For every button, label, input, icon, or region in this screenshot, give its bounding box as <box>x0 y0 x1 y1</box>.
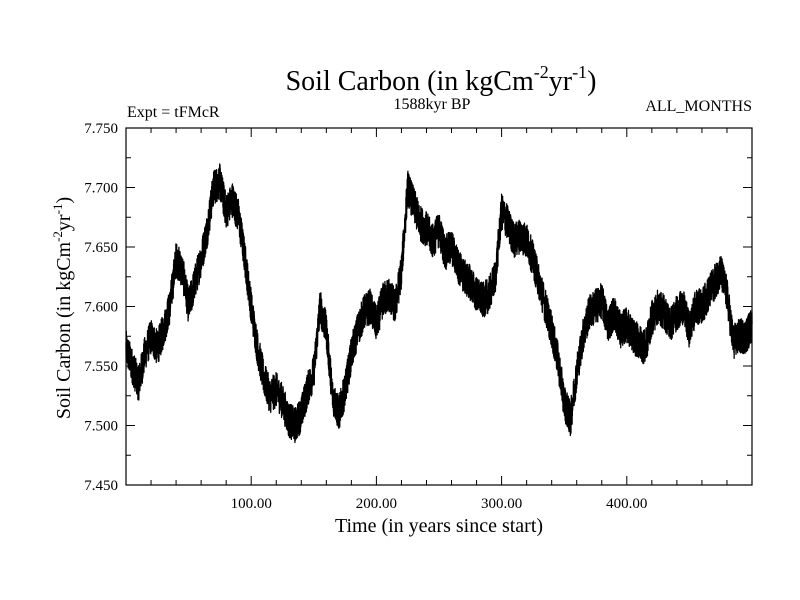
subtitle-months: ALL_MONTHS <box>645 98 752 115</box>
series-line <box>125 163 753 444</box>
x-tick-label: 100.00 <box>231 496 272 512</box>
chart-title-main: Soil Carbon (in kgCm <box>286 66 534 97</box>
y-tick-label: 7.650 <box>84 240 118 256</box>
x-axis-label: Time (in years since start) <box>335 515 543 537</box>
series-layer <box>125 163 753 444</box>
chart-title-sup1: -2 <box>534 62 549 82</box>
y-axis-label-mid: yr <box>53 214 75 231</box>
chart-title: Soil Carbon (in kgCm-2yr-1) <box>286 62 597 97</box>
y-tick-label: 7.550 <box>84 359 118 375</box>
y-tick-label: 7.750 <box>84 121 118 137</box>
y-tick-label: 7.700 <box>84 181 118 197</box>
y-axis-label: Soil Carbon (in kgCm-2yr-1) <box>50 197 75 419</box>
y-axis-label-sup2: -1 <box>50 204 65 215</box>
y-axis-label-sup1: -2 <box>50 231 65 242</box>
x-tick-label: 300.00 <box>481 496 522 512</box>
subtitle-experiment: Expt = tFMcR <box>127 104 220 121</box>
x-axis-ticks: 100.00 200.00 300.00 400.00 <box>150 128 728 512</box>
chart-title-sup2: -1 <box>572 62 587 82</box>
subtitle-period: 1588kyr BP <box>394 96 471 113</box>
chart-title-end: ) <box>587 66 596 97</box>
y-axis-ticks: 7.450 7.500 7.550 7.600 7.650 7.700 7.750 <box>84 121 752 494</box>
x-tick-label: 200.00 <box>356 496 397 512</box>
chart-title-mid: yr <box>549 66 573 97</box>
y-axis-label-end: ) <box>53 197 75 204</box>
x-tick-label: 400.00 <box>606 496 647 512</box>
y-axis-label-main: Soil Carbon (in kgCm <box>53 241 75 419</box>
y-tick-label: 7.600 <box>84 300 118 316</box>
y-tick-label: 7.500 <box>84 419 118 435</box>
y-tick-label: 7.450 <box>84 478 118 494</box>
